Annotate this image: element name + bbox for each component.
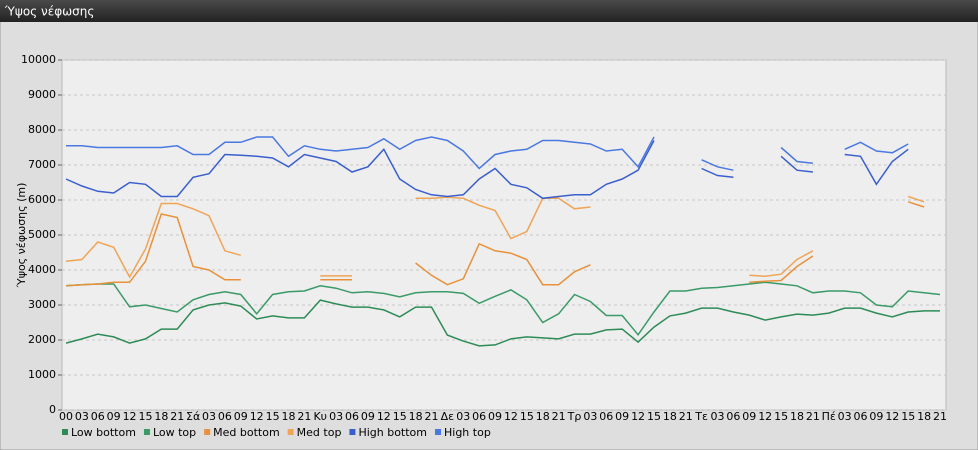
x-tick-label: 12 [504, 410, 518, 423]
x-tick-label: 18 [536, 410, 550, 423]
legend-swatch [435, 429, 441, 435]
x-tick-label: 18 [281, 410, 295, 423]
series-line [65, 281, 941, 337]
x-tick-label: 18 [790, 410, 804, 423]
x-tick-label: 21 [806, 410, 820, 423]
x-tick-label: 03 [202, 410, 216, 423]
panel-title: Ύψος νέφωσης [4, 5, 94, 19]
legend-swatch [62, 429, 68, 435]
series-line [65, 299, 940, 347]
x-tick-label: 00 [59, 410, 73, 423]
x-tick-label: 09 [615, 410, 629, 423]
x-tick-label: 15 [647, 410, 661, 423]
x-tick-label: Τρ [567, 410, 582, 423]
plot-area [61, 59, 947, 411]
x-tick-label: 12 [377, 410, 391, 423]
x-tick-label: 21 [552, 410, 566, 423]
x-tick-label: 15 [520, 410, 534, 423]
series-line [66, 136, 909, 171]
x-tick-label: 09 [361, 410, 375, 423]
x-tick-label: Κυ [313, 410, 327, 423]
y-tick-label: 2000 [28, 333, 56, 346]
y-tick-label: 10000 [21, 53, 56, 66]
x-tick-label: 03 [456, 410, 470, 423]
x-tick-label: Σά [186, 410, 200, 423]
series-line [65, 201, 925, 287]
y-tick-label: 6000 [28, 193, 56, 206]
series-line [65, 140, 909, 200]
legend-swatch [143, 429, 150, 435]
legend-swatch [287, 429, 294, 435]
x-tick-label: 12 [123, 410, 137, 423]
x-tick-label: 21 [170, 410, 184, 423]
y-tick-label: 5000 [28, 228, 56, 241]
legend-swatch [349, 429, 356, 435]
legend-swatch [204, 429, 211, 435]
x-tick-label: 15 [266, 410, 280, 423]
x-tick-label: 09 [742, 410, 756, 423]
title-bar [0, 0, 978, 22]
x-tick-label: 21 [679, 410, 693, 423]
y-tick-label: 9000 [28, 88, 56, 101]
x-tick-label: 09 [107, 410, 121, 423]
y-tick-label: 4000 [28, 263, 56, 276]
x-tick-label: 03 [838, 410, 852, 423]
x-tick-label: 18 [409, 410, 423, 423]
x-tick-label: 09 [488, 410, 502, 423]
x-tick-label: 06 [218, 410, 232, 423]
x-tick-label: 09 [869, 410, 883, 423]
x-tick-label: 03 [711, 410, 725, 423]
y-tick-label: 1000 [28, 368, 56, 381]
x-tick-label: 06 [472, 410, 486, 423]
x-tick-label: 06 [91, 410, 105, 423]
x-tick-label: Πέ [822, 410, 836, 423]
x-tick-label: 03 [583, 410, 597, 423]
x-tick-label: 06 [726, 410, 740, 423]
x-tick-label: 15 [901, 410, 915, 423]
x-tick-label: 03 [75, 410, 89, 423]
x-tick-label: 21 [297, 410, 311, 423]
series-line [65, 195, 925, 279]
x-tick-label: 18 [154, 410, 168, 423]
y-tick-label: 0 [49, 403, 56, 416]
x-tick-label: 21 [933, 410, 947, 423]
legend-label: Med top [297, 426, 342, 439]
x-tick-label: 12 [631, 410, 645, 423]
y-axis-label: Ύψος νέφωσης (m) [15, 183, 28, 289]
x-tick-label: 12 [885, 410, 899, 423]
x-tick-label: 21 [424, 410, 438, 423]
legend-label: Low top [153, 426, 196, 439]
x-tick-label: 15 [138, 410, 152, 423]
y-tick-label: 3000 [28, 298, 56, 311]
x-tick-label: 06 [854, 410, 868, 423]
x-tick-label: 12 [250, 410, 264, 423]
y-tick-label: 8000 [28, 123, 56, 136]
x-tick-label: 09 [234, 410, 248, 423]
x-tick-label: 06 [599, 410, 613, 423]
x-tick-label: 15 [774, 410, 788, 423]
legend-label: High bottom [358, 426, 427, 439]
y-tick-label: 7000 [28, 158, 56, 171]
x-tick-label: 18 [917, 410, 931, 423]
x-tick-label: 15 [393, 410, 407, 423]
x-tick-label: 12 [758, 410, 772, 423]
x-tick-label: Τε [694, 410, 708, 423]
x-tick-label: 06 [345, 410, 359, 423]
legend-label: Low bottom [71, 426, 136, 439]
x-tick-label: Δε [441, 410, 455, 423]
x-tick-label: 03 [329, 410, 343, 423]
legend-label: High top [444, 426, 491, 439]
legend-label: Med bottom [213, 426, 280, 439]
x-tick-label: 18 [663, 410, 677, 423]
